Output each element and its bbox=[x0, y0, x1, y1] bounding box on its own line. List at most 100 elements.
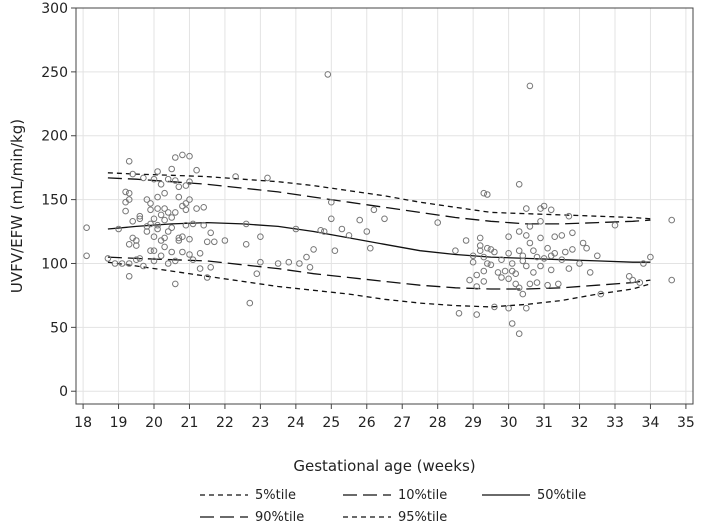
data-point bbox=[537, 234, 544, 242]
data-point bbox=[519, 257, 527, 265]
data-point bbox=[154, 221, 161, 229]
data-point bbox=[186, 152, 193, 160]
x-tick-label: 19 bbox=[110, 415, 128, 431]
data-point bbox=[164, 260, 172, 267]
data-point bbox=[133, 256, 140, 264]
data-point bbox=[611, 221, 619, 229]
data-point bbox=[455, 310, 463, 317]
data-point bbox=[363, 228, 371, 235]
data-point bbox=[83, 252, 90, 260]
data-point bbox=[242, 220, 250, 228]
data-point bbox=[133, 237, 140, 244]
data-point bbox=[147, 206, 154, 214]
data-point bbox=[186, 178, 193, 185]
data-point bbox=[597, 290, 605, 298]
data-point bbox=[491, 248, 498, 256]
data-point bbox=[579, 239, 587, 247]
data-point bbox=[473, 271, 481, 279]
data-point bbox=[161, 243, 168, 251]
data-point bbox=[168, 214, 175, 221]
data-point bbox=[292, 225, 300, 233]
data-point bbox=[179, 151, 186, 159]
legend-label: 90%tile bbox=[255, 510, 304, 525]
data-point bbox=[473, 311, 481, 318]
data-point bbox=[211, 238, 218, 246]
data-point bbox=[533, 279, 541, 286]
data-point bbox=[668, 216, 676, 224]
data-point bbox=[125, 260, 133, 267]
data-point bbox=[150, 175, 158, 183]
data-point bbox=[530, 247, 537, 254]
data-point bbox=[182, 200, 190, 207]
data-point bbox=[505, 233, 512, 240]
data-point bbox=[257, 233, 264, 240]
data-point bbox=[150, 247, 158, 254]
data-point bbox=[182, 182, 190, 189]
data-point bbox=[164, 228, 172, 235]
data-point bbox=[576, 260, 583, 267]
data-point bbox=[172, 280, 179, 288]
data-point bbox=[508, 260, 516, 267]
data-point bbox=[193, 166, 200, 174]
x-tick-label: 23 bbox=[251, 415, 269, 431]
data-point bbox=[569, 229, 576, 237]
data-point bbox=[555, 280, 562, 288]
y-axis-ticks: 0 50 100 150 200 250 300 bbox=[41, 1, 76, 400]
y-tick-label: 50 bbox=[50, 320, 68, 336]
data-point bbox=[338, 225, 346, 233]
data-point bbox=[242, 241, 250, 248]
data-point bbox=[523, 262, 530, 270]
data-point bbox=[285, 258, 293, 266]
x-tick-label: 27 bbox=[393, 415, 411, 431]
data-point bbox=[320, 228, 328, 235]
data-point bbox=[565, 212, 573, 220]
legend-label: 10%tile bbox=[398, 488, 447, 503]
data-point bbox=[175, 237, 183, 244]
data-point bbox=[253, 270, 261, 278]
data-point bbox=[370, 206, 378, 214]
data-point bbox=[562, 248, 569, 256]
data-point bbox=[523, 232, 530, 239]
data-point bbox=[125, 189, 133, 197]
data-point bbox=[480, 189, 488, 197]
data-point bbox=[147, 247, 154, 254]
data-point bbox=[200, 204, 207, 211]
data-point bbox=[512, 280, 520, 288]
x-tick-label: 29 bbox=[464, 415, 482, 431]
data-point bbox=[161, 205, 168, 212]
y-tick-label: 100 bbox=[41, 256, 68, 272]
data-point bbox=[526, 82, 534, 90]
legend-label: 95%tile bbox=[398, 510, 447, 525]
data-point bbox=[175, 183, 183, 191]
data-point bbox=[122, 207, 129, 215]
data-point bbox=[257, 258, 264, 266]
data-point bbox=[328, 198, 335, 206]
data-point bbox=[196, 250, 204, 257]
data-point bbox=[434, 219, 442, 226]
x-tick-label: 18 bbox=[74, 415, 92, 431]
data-point bbox=[530, 269, 537, 276]
data-point bbox=[175, 234, 183, 242]
data-point bbox=[647, 253, 654, 261]
data-point bbox=[203, 238, 211, 246]
data-point bbox=[558, 232, 566, 239]
data-point bbox=[501, 267, 509, 275]
x-tick-label: 28 bbox=[429, 415, 447, 431]
data-point bbox=[150, 233, 158, 240]
x-tick-label: 22 bbox=[216, 415, 234, 431]
data-point bbox=[306, 264, 314, 271]
data-point bbox=[526, 280, 534, 288]
data-point bbox=[515, 330, 523, 338]
data-point bbox=[512, 270, 520, 278]
y-tick-label: 150 bbox=[41, 193, 68, 209]
data-point bbox=[207, 229, 214, 237]
data-point bbox=[515, 284, 523, 292]
data-point bbox=[154, 168, 161, 175]
data-point bbox=[172, 154, 179, 161]
data-point bbox=[476, 247, 484, 254]
data-point bbox=[189, 220, 197, 228]
data-point bbox=[115, 225, 122, 233]
data-point bbox=[505, 275, 512, 283]
data-point bbox=[122, 188, 129, 196]
data-point bbox=[168, 165, 175, 173]
